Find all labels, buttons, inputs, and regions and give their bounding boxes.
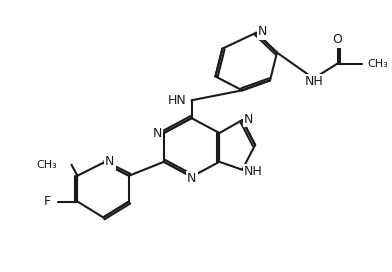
Text: N: N bbox=[152, 126, 162, 140]
Text: N: N bbox=[244, 113, 254, 126]
Text: CH₃: CH₃ bbox=[37, 160, 58, 170]
Text: NH: NH bbox=[244, 165, 263, 178]
Text: O: O bbox=[332, 33, 343, 46]
Text: HN: HN bbox=[168, 94, 187, 107]
Text: N: N bbox=[187, 172, 196, 185]
Text: F: F bbox=[44, 195, 51, 208]
Text: CH₃: CH₃ bbox=[367, 58, 388, 69]
Text: N: N bbox=[258, 25, 267, 38]
Text: N: N bbox=[105, 155, 114, 168]
Text: NH: NH bbox=[304, 75, 323, 88]
